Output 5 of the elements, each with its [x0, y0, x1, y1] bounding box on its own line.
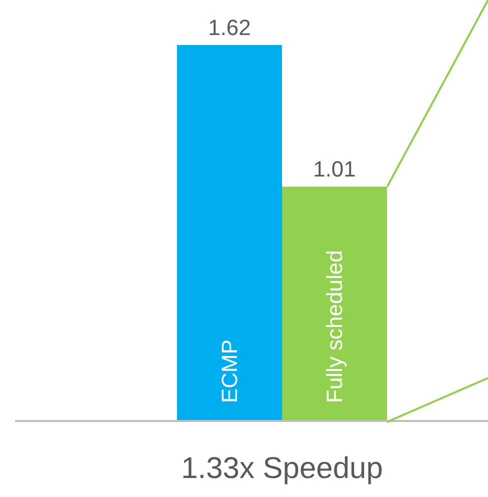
x-tick-label: Fully scheduled	[322, 250, 347, 403]
data-label: 1.01	[313, 156, 356, 182]
x-axis-title: 1.33x Speedup	[180, 452, 384, 486]
data-label: 1.62	[208, 15, 251, 40]
x-tick-label: ECMP	[217, 339, 242, 403]
